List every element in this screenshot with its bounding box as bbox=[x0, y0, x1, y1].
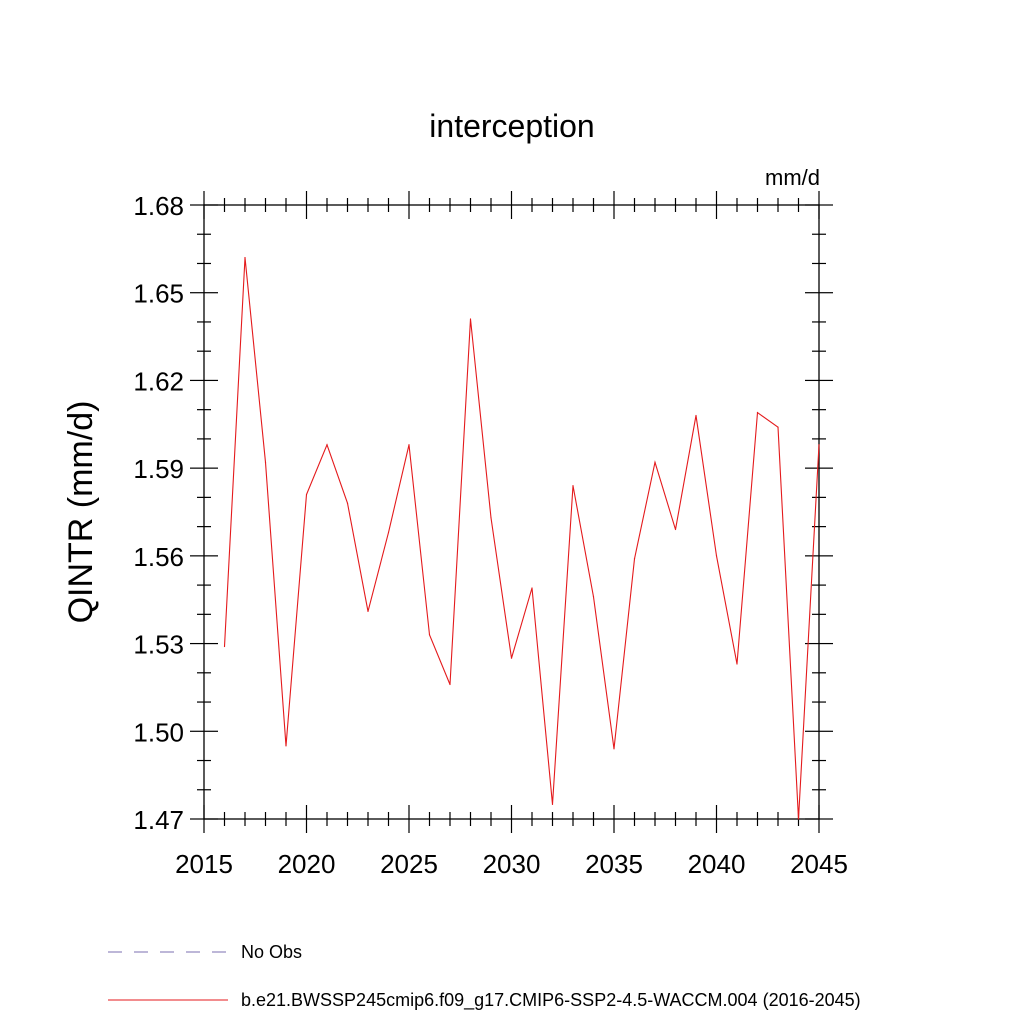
data-point bbox=[346, 502, 349, 504]
data-point bbox=[674, 528, 677, 531]
x-tick-label: 2015 bbox=[175, 849, 233, 879]
x-tick-label: 2035 bbox=[585, 849, 643, 879]
data-point bbox=[490, 517, 492, 519]
plot-border bbox=[203, 204, 820, 820]
units-label: mm/d bbox=[765, 165, 820, 190]
x-tick-label: 2025 bbox=[380, 849, 438, 879]
data-point bbox=[551, 803, 554, 805]
data-point bbox=[387, 531, 390, 534]
y-tick-label: 1.68 bbox=[133, 191, 184, 221]
y-axis-ticks: 1.47 1.50 1.53 1.56 1.59 1.62 1.65 1.68 bbox=[133, 191, 833, 835]
y-tick-label: 1.47 bbox=[133, 805, 184, 835]
y-tick-label: 1.50 bbox=[133, 717, 184, 747]
series-line bbox=[223, 257, 820, 820]
x-axis-ticks: 2015 2020 2025 2030 2035 2040 2045 bbox=[175, 191, 848, 879]
data-point bbox=[326, 444, 328, 446]
data-point bbox=[797, 818, 800, 820]
plot-area bbox=[203, 204, 820, 820]
data-point bbox=[428, 634, 431, 636]
data-point bbox=[367, 610, 369, 613]
x-tick-label: 2020 bbox=[278, 849, 336, 879]
data-point bbox=[449, 683, 451, 686]
data-point bbox=[305, 493, 308, 496]
y-axis-label: QINTR (mm/d) bbox=[62, 401, 100, 624]
y-tick-label: 1.65 bbox=[133, 279, 184, 309]
x-tick-label: 2045 bbox=[790, 849, 848, 879]
data-point bbox=[654, 461, 656, 463]
data-point bbox=[510, 657, 513, 659]
y-tick-label: 1.53 bbox=[133, 630, 184, 660]
data-point bbox=[592, 596, 595, 598]
y-tick-label: 1.56 bbox=[133, 542, 184, 572]
y-tick-label: 1.62 bbox=[133, 366, 184, 396]
data-point bbox=[756, 411, 759, 414]
data-point bbox=[613, 748, 615, 750]
x-tick-label: 2040 bbox=[688, 849, 746, 879]
data-point bbox=[285, 745, 287, 747]
chart-title: interception bbox=[429, 108, 594, 144]
y-tick-label: 1.59 bbox=[133, 454, 184, 484]
series-layer bbox=[223, 257, 820, 820]
data-point bbox=[736, 663, 738, 665]
data-point bbox=[223, 645, 226, 648]
data-point bbox=[818, 444, 820, 446]
data-point bbox=[777, 426, 779, 428]
x-tick-label: 2030 bbox=[483, 849, 541, 879]
data-point bbox=[469, 318, 472, 320]
data-point bbox=[531, 587, 533, 589]
legend: No Obs b.e21.BWSSP245cmip6.f09_g17.CMIP6-… bbox=[108, 942, 861, 1011]
data-point bbox=[572, 485, 574, 487]
data-point bbox=[408, 444, 410, 446]
legend-label: b.e21.BWSSP245cmip6.f09_g17.CMIP6-SSP2-4… bbox=[241, 990, 861, 1011]
data-point bbox=[244, 257, 246, 259]
legend-label: No Obs bbox=[241, 942, 302, 962]
data-point bbox=[633, 558, 636, 560]
data-point bbox=[715, 555, 718, 557]
data-point bbox=[695, 414, 697, 417]
data-point bbox=[264, 461, 267, 463]
